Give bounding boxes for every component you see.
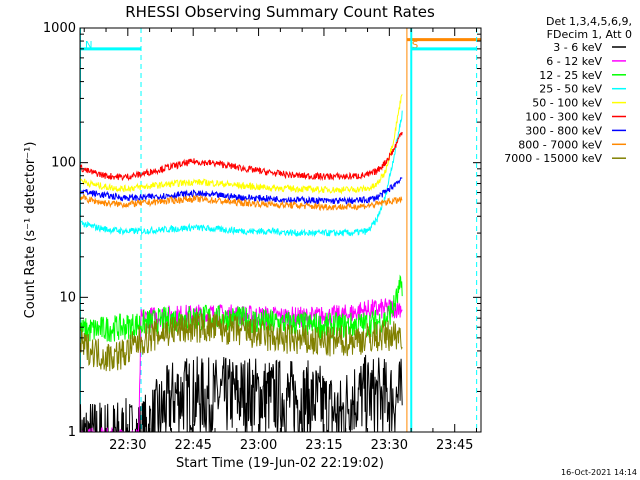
series-line-50-100-kev [80,94,403,195]
x-tick-label: 23:00 [240,438,277,453]
legend-label: 12 - 25 keV [539,69,602,82]
annotation-night-2 [410,28,478,432]
legend-item: 7000 - 15000 keV [504,152,626,165]
legend-header-line-2: FDecim 1, Att 0 [547,28,632,41]
legend-header-line-1: Det 1,3,4,5,6,9, [546,15,632,28]
series-line-25-50-kev [80,110,403,238]
legend-label: 7000 - 15000 keV [504,152,602,165]
legend-item: 800 - 7000 keV [518,138,626,151]
y-tick-label: 100 [51,156,76,171]
legend-label: 3 - 6 keV [553,41,602,54]
y-tick-label: 1000 [43,21,76,36]
legend-item: 3 - 6 keV [553,41,626,54]
y-axis-title: Count Rate (s⁻¹ detector⁻¹) [23,142,38,319]
annotation-label: N [85,40,92,51]
chart-title: RHESSI Observing Summary Count Rates [125,3,435,21]
footer-timestamp: 16-Oct-2021 14:14 [561,468,637,477]
x-tick-label: 22:45 [174,438,211,453]
legend-item: 300 - 800 keV [525,124,626,137]
legend: Det 1,3,4,5,6,9, FDecim 1, Att 0 3 - 6 k… [504,15,632,165]
legend-label: 800 - 7000 keV [518,138,602,151]
tick-layer [80,28,481,433]
legend-label: 100 - 300 keV [525,111,602,124]
legend-label: 300 - 800 keV [525,124,602,137]
series-line-100-300-kev [80,131,403,182]
y-tick-label: 1 [68,425,76,440]
series-line-12-25-kev [80,274,403,342]
series-line-3-6-kev [80,354,403,432]
y-tick-label: 10 [59,290,76,305]
series-line-300-800-kev [80,177,403,205]
annotation-label: S [412,40,418,51]
legend-item: 12 - 25 keV [539,69,626,82]
legend-item: 25 - 50 keV [539,83,626,96]
series-line-800-7000-kev [80,194,403,212]
x-tick-label: 22:30 [109,438,146,453]
tick-label-layer: 1 10 100 1000 22:30 22:45 23:00 23:15 23:30 23:45 [43,21,474,453]
legend-label: 25 - 50 keV [539,83,602,96]
x-tick-label: 23:30 [371,438,408,453]
legend-item: 100 - 300 keV [525,111,626,124]
annotation-saa-1: S [406,28,481,432]
x-tick-label: 23:45 [436,438,473,453]
x-axis-title: Start Time (19-Jun-02 22:19:02) [176,456,384,471]
legend-item: 6 - 12 keV [546,55,626,68]
legend-label: 50 - 100 keV [532,97,602,110]
series-line-7000-15000-kev [80,311,403,372]
series-layer [80,94,403,432]
x-tick-label: 23:15 [305,438,342,453]
legend-label: 6 - 12 keV [546,55,602,68]
legend-item: 50 - 100 keV [532,97,626,110]
